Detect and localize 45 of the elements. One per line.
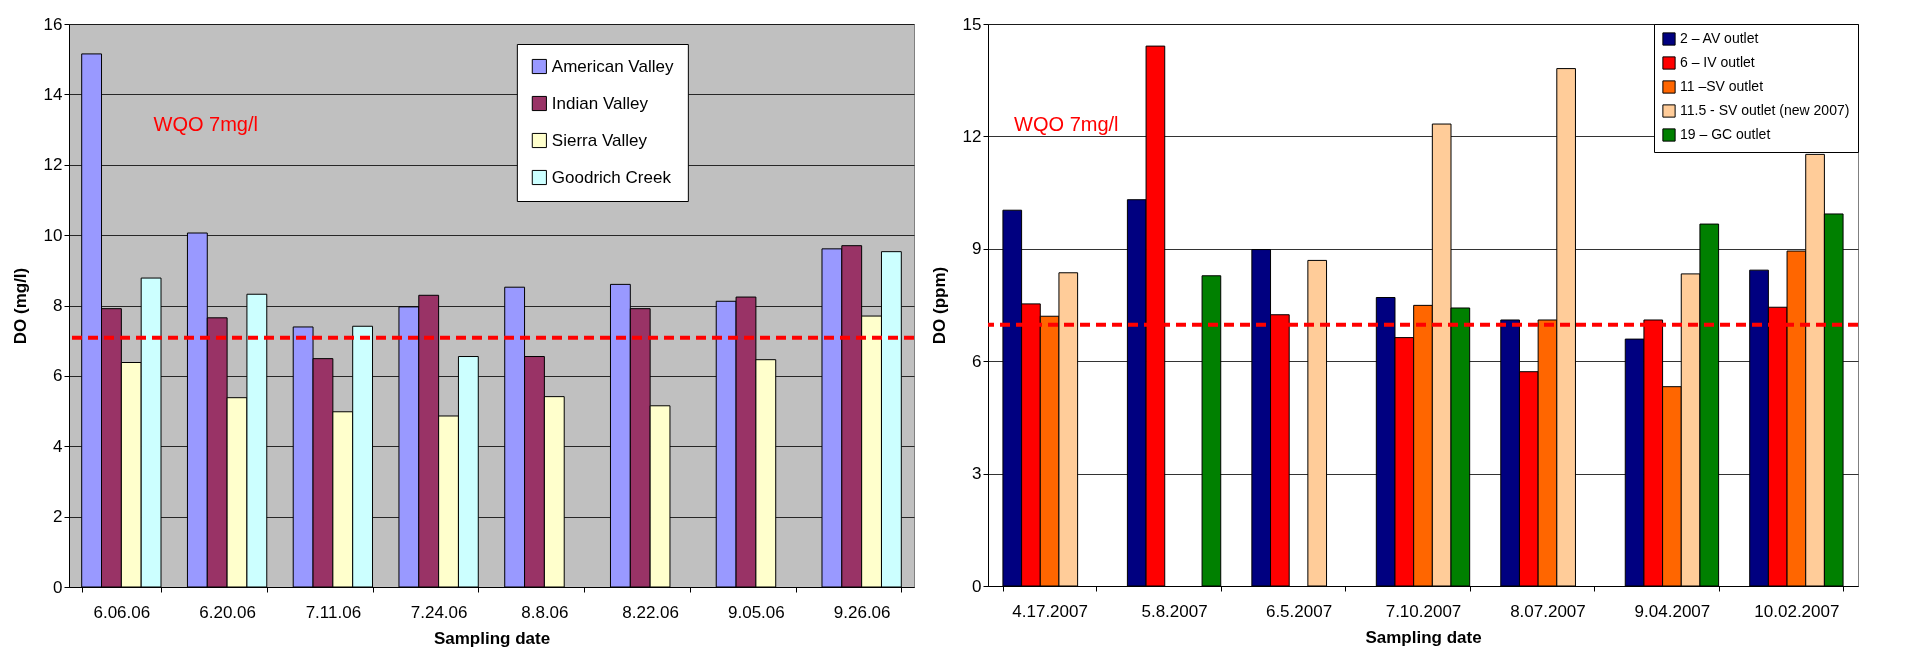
legend-label: Indian Valley bbox=[551, 93, 649, 113]
legend-label: 11.5 - SV outlet (new 2007) bbox=[1680, 102, 1850, 118]
ref-line-label: WQO 7mg/l bbox=[153, 113, 258, 136]
x-tick-label: 6.5.2007 bbox=[1265, 601, 1333, 621]
y-tick-label: 0 bbox=[972, 576, 982, 596]
y-tick-label: 10 bbox=[43, 225, 63, 245]
x-tick-label: 9.05.06 bbox=[728, 602, 785, 622]
y-tick-label: 14 bbox=[43, 84, 63, 104]
x-tick-label: 10.02.2007 bbox=[1754, 601, 1840, 621]
y-tick-label: 6 bbox=[972, 351, 982, 371]
y-tick-label: 4 bbox=[53, 436, 63, 456]
y-tick-label: 16 bbox=[43, 14, 63, 34]
y-tick-label: 2 bbox=[53, 507, 63, 527]
legend-label: Sierra Valley bbox=[551, 130, 648, 150]
legend-label: Goodrich Creek bbox=[551, 167, 672, 187]
legend-label: 19 – GC outlet bbox=[1680, 126, 1771, 142]
y-tick-label: 3 bbox=[972, 464, 982, 484]
legend-label: American Valley bbox=[551, 56, 674, 76]
x-tick-label: 9.04.2007 bbox=[1634, 601, 1711, 621]
x-tick-label: 7.24.06 bbox=[410, 602, 468, 622]
x-tick-label: 4.17.2007 bbox=[1012, 601, 1088, 621]
x-tick-label: 7.10.2007 bbox=[1385, 601, 1462, 621]
x-tick-label: 7.11.06 bbox=[305, 602, 362, 622]
x-tick-label: 8.8.06 bbox=[521, 602, 569, 622]
x-tick-label: 8.22.06 bbox=[622, 602, 679, 622]
y-tick-label: 15 bbox=[962, 14, 982, 34]
y-tick-label: 8 bbox=[53, 296, 63, 315]
x-tick-label: 6.20.06 bbox=[199, 602, 256, 622]
x-axis-title: Sampling date bbox=[1365, 627, 1482, 647]
legend-label: 2 – AV outlet bbox=[1680, 30, 1759, 46]
y-axis-title: DO (ppm) bbox=[929, 266, 949, 345]
y-tick-label: 12 bbox=[962, 126, 982, 146]
legend-label: 6 – IV outlet bbox=[1680, 54, 1755, 70]
legend-label: 11 –SV outlet bbox=[1680, 78, 1764, 94]
y-axis-title: DO (mg/l) bbox=[10, 267, 30, 345]
x-tick-label: 9.26.06 bbox=[833, 602, 891, 622]
x-tick-label: 8.07.2007 bbox=[1510, 601, 1586, 621]
y-tick-label: 6 bbox=[53, 366, 63, 386]
y-tick-label: 0 bbox=[53, 577, 63, 597]
ref-line-label: WQO 7mg/l bbox=[1014, 113, 1119, 136]
x-tick-label: 5.8.2007 bbox=[1141, 601, 1208, 621]
y-tick-label: 12 bbox=[43, 155, 63, 175]
y-tick-label: 9 bbox=[972, 239, 982, 259]
x-tick-label: 6.06.06 bbox=[93, 602, 151, 622]
x-axis-title: Sampling date bbox=[433, 628, 551, 648]
